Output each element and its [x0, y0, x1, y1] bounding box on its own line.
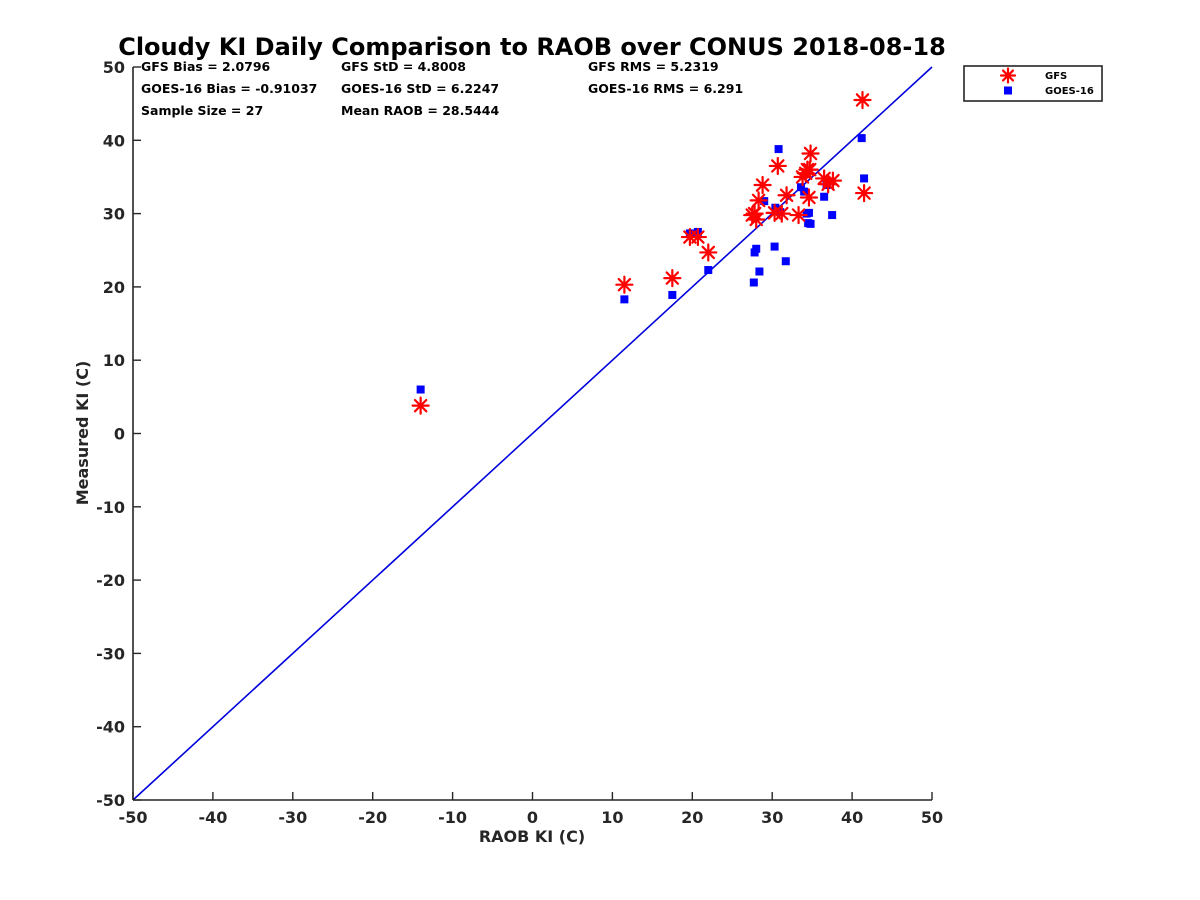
gfs-point [663, 269, 682, 288]
stat-gfs-bias: GFS Bias = 2.0796 [141, 59, 271, 74]
goes16-point [704, 266, 713, 275]
y-tick-label: -20 [96, 571, 125, 590]
goes16-point [796, 183, 805, 192]
y-tick-label: -40 [96, 718, 125, 737]
gfs-point [688, 227, 707, 247]
y-tick-label: -50 [96, 791, 125, 810]
goes16-point [752, 244, 761, 253]
goes16-point [620, 295, 629, 304]
x-tick-label: -40 [198, 808, 227, 827]
stat-sample-size: Sample Size = 27 [141, 103, 263, 118]
goes16-point [804, 208, 813, 217]
goes16-point [806, 219, 815, 228]
data-points-group [411, 90, 874, 415]
legend-gfs-marker [999, 67, 1017, 84]
x-tick-label: 30 [761, 808, 783, 827]
stat-goes-rms: GOES-16 RMS = 6.291 [588, 81, 743, 96]
legend-gfs-asterisk [999, 67, 1017, 84]
gfs-point [615, 275, 634, 294]
y-tick-label: 50 [103, 58, 125, 77]
stat-goes-bias: GOES-16 Bias = -0.91037 [141, 81, 317, 96]
y-tick-label: 10 [103, 351, 125, 370]
gfs-point [768, 156, 787, 176]
goes16-point [749, 278, 758, 287]
legend-gfs-label: GFS [1045, 71, 1067, 82]
stat-mean-raob: Mean RAOB = 28.5444 [341, 103, 499, 118]
legend-box [963, 65, 1103, 102]
y-tick-label: -10 [96, 498, 125, 517]
goes16-point [860, 174, 869, 183]
axis-ticks-group: -50 -40 -30 -20 -10 0 10 20 30 40 50 50 40 30 20 10 0 -10… [96, 58, 943, 827]
x-tick-label: -30 [278, 808, 307, 827]
goes16-point [828, 211, 837, 220]
legend: GFS GOES-16 [963, 65, 1103, 102]
x-tick-label: -50 [119, 808, 148, 827]
gfs-point [772, 204, 791, 223]
y-tick-label: 0 [114, 425, 125, 444]
y-tick-label: 20 [103, 278, 125, 297]
gfs-point [747, 210, 766, 229]
gfs-point [854, 183, 874, 203]
goes16-point [416, 385, 425, 394]
x-tick-label: 20 [681, 808, 703, 827]
gfs-point [749, 191, 768, 210]
y-tick-label: -30 [96, 644, 125, 663]
y-tick-label: 30 [103, 205, 125, 224]
goes16-point [774, 145, 783, 154]
gfs-point [699, 243, 718, 262]
gfs-point [823, 171, 843, 190]
gfs-point [753, 175, 772, 195]
goes16-point [781, 257, 790, 266]
gfs-point [789, 205, 808, 225]
x-tick-label: 0 [527, 808, 538, 827]
gfs-point [801, 144, 820, 163]
x-tick-label: 50 [921, 808, 943, 827]
x-tick-label: 10 [601, 808, 623, 827]
goes16-point [820, 192, 829, 201]
stat-gfs-std: GFS StD = 4.8008 [341, 59, 466, 74]
goes16-point [668, 290, 677, 299]
y-tick-label: 40 [103, 131, 125, 150]
goes16-point [857, 134, 866, 143]
gfs-point [853, 90, 872, 110]
x-tick-label: 40 [841, 808, 863, 827]
legend-goes-marker [1004, 86, 1012, 95]
gfs-point [411, 396, 430, 415]
stat-gfs-rms: GFS RMS = 5.2319 [588, 59, 719, 74]
gfs-point [777, 186, 796, 205]
stat-goes-std: GOES-16 StD = 6.2247 [341, 81, 499, 96]
goes16-point [755, 267, 764, 276]
gfs-point [799, 188, 819, 207]
legend-goes-label: GOES-16 [1045, 86, 1094, 97]
chart-title: Cloudy KI Daily Comparison to RAOB over … [118, 33, 946, 61]
y-axis-label: Measured KI (C) [73, 361, 92, 506]
x-tick-label: -20 [358, 808, 387, 827]
x-tick-label: -10 [438, 808, 467, 827]
gfs-point [800, 160, 819, 179]
goes16-point [770, 242, 779, 251]
x-axis-label: RAOB KI (C) [479, 827, 585, 846]
